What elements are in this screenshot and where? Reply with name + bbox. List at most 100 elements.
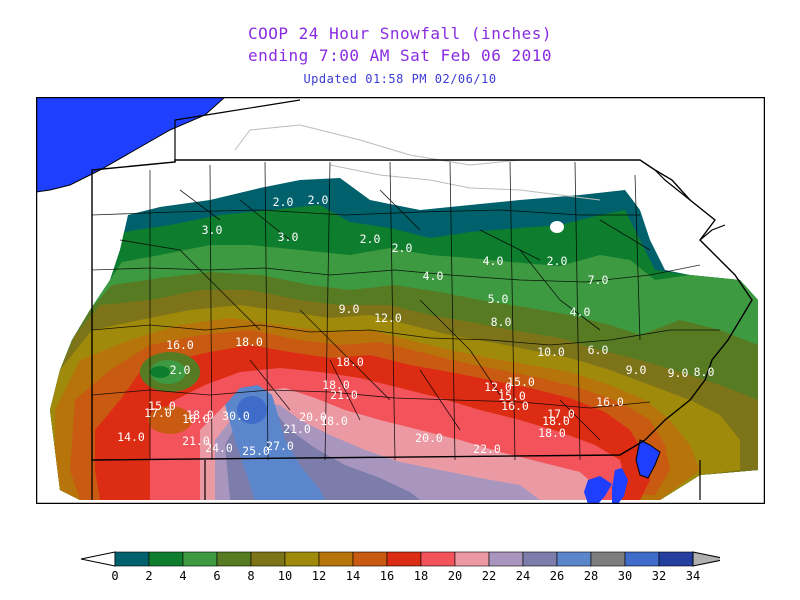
legend-swatch — [454, 551, 490, 567]
station-value-label: 6.0 — [588, 343, 609, 357]
legend-swatch — [284, 551, 320, 567]
color-legend: 0 2 4 6 8 10 12 14 16 18 20 22 24 26 28 30 32 34 — [80, 551, 720, 583]
station-value-label: 20.0 — [299, 410, 327, 424]
station-value-label: 3.0 — [202, 223, 223, 237]
station-value-label: 17.0 — [547, 407, 575, 421]
chesapeake-bay-2 — [612, 468, 628, 504]
legend-swatch — [624, 551, 660, 567]
legend-tick-label: 18 — [414, 569, 428, 583]
ny-northern-border — [174, 99, 301, 162]
station-value-label: 22.0 — [473, 442, 501, 456]
station-value-label: 2.0 — [547, 254, 568, 268]
station-value-label: 4.0 — [423, 269, 444, 283]
legend-swatch — [420, 551, 456, 567]
low-island-northeast — [583, 256, 627, 308]
band-30-plus — [237, 396, 267, 424]
legend-swatch — [148, 551, 184, 567]
station-value-label: 18.0 — [542, 414, 570, 428]
lake-ontario-shore — [234, 124, 521, 166]
station-value-label: 27.0 — [266, 439, 294, 453]
map-subtitle: ending 7:00 AM Sat Feb 06 2010 — [248, 46, 552, 65]
station-value-label: 16.0 — [182, 412, 210, 426]
station-value-label: 30.0 — [222, 409, 250, 423]
ny-nj-border — [91, 169, 726, 500]
station-value-label: 25.0 — [242, 444, 270, 458]
legend-tick-label: 0 — [111, 569, 118, 583]
legend-tick-label: 12 — [312, 569, 326, 583]
station-value-label: 7.0 — [588, 273, 609, 287]
legend-tick-label: 22 — [482, 569, 496, 583]
station-value-label: 12.0 — [374, 311, 402, 325]
legend-swatch — [590, 551, 626, 567]
station-value-label: 20.0 — [415, 431, 443, 445]
station-value-label: 12.0 — [484, 380, 512, 394]
station-value-label: 24.0 — [205, 441, 233, 455]
station-value-label: 18.0 — [320, 414, 348, 428]
legend-tick-label: 4 — [179, 569, 186, 583]
legend-tick-label: 6 — [213, 569, 220, 583]
station-value-label: 18.0 — [186, 408, 214, 422]
station-value-label: 14.0 — [117, 430, 145, 444]
legend-tick-label: 30 — [618, 569, 632, 583]
station-value-label: 4.0 — [570, 305, 591, 319]
station-value-label: 16.0 — [166, 338, 194, 352]
legend-tick-label: 14 — [346, 569, 360, 583]
legend-swatch — [114, 551, 150, 567]
pa-border — [91, 159, 753, 461]
station-value-label: 18.0 — [235, 335, 263, 349]
lake-erie — [36, 97, 226, 193]
station-value-label: 15.0 — [498, 389, 526, 403]
legend-arrow-high — [692, 551, 720, 567]
station-value-label: 2.0 — [170, 363, 191, 377]
station-value-label: 2.0 — [360, 232, 381, 246]
legend-tick-label: 8 — [247, 569, 254, 583]
legend-swatch — [216, 551, 252, 567]
legend-tick-label: 34 — [686, 569, 700, 583]
station-value-label: 16.0 — [596, 395, 624, 409]
legend-swatch — [386, 551, 422, 567]
legend-swatch — [658, 551, 694, 567]
station-value-label: 9.0 — [668, 366, 689, 380]
legend-swatch — [182, 551, 218, 567]
legend-tick-label: 28 — [584, 569, 598, 583]
station-value-label: 9.0 — [339, 302, 360, 316]
chesapeake-bay — [584, 476, 612, 504]
legend-tick-label: 20 — [448, 569, 462, 583]
station-value-label: 15.0 — [507, 375, 535, 389]
station-value-label: 3.0 — [278, 230, 299, 244]
station-value-label: 5.0 — [488, 292, 509, 306]
legend-tick-label: 32 — [652, 569, 666, 583]
station-value-label: 21.0 — [182, 434, 210, 448]
low-island-west-core — [150, 366, 170, 378]
station-value-label: 16.0 — [501, 399, 529, 413]
legend-swatch — [488, 551, 524, 567]
legend-swatch — [522, 551, 558, 567]
station-value-label: 17.0 — [144, 406, 172, 420]
high-island-west — [148, 406, 192, 434]
updated-timestamp: Updated 01:58 PM 02/06/10 — [303, 72, 497, 86]
map-title: COOP 24 Hour Snowfall (inches) — [248, 24, 552, 43]
station-labels: 2.0 2.0 3.0 3.0 2.0 2.0 4.0 4.0 2.0 7.0 5.0 4.0 9.0 1… — [117, 193, 714, 458]
legend-tick-label: 26 — [550, 569, 564, 583]
no-data-spot — [550, 221, 564, 233]
legend-swatch — [318, 551, 354, 567]
station-value-label: 9.0 — [626, 363, 647, 377]
station-value-label: 18.0 — [538, 426, 566, 440]
station-value-label: 21.0 — [283, 422, 311, 436]
legend-tick-label: 10 — [278, 569, 292, 583]
legend-arrow-low — [80, 551, 116, 567]
station-value-label: 15.0 — [148, 399, 176, 413]
snowfall-map: 2.0 2.0 3.0 3.0 2.0 2.0 4.0 4.0 2.0 7.0 5.0 4.0 9.0 1… — [36, 97, 765, 504]
legend-tick-label: 24 — [516, 569, 530, 583]
station-value-label: 2.0 — [392, 241, 413, 255]
station-value-label: 4.0 — [483, 254, 504, 268]
station-value-label: 8.0 — [491, 315, 512, 329]
county-lines — [91, 161, 720, 461]
station-value-label: 2.0 — [273, 195, 294, 209]
legend-swatch — [352, 551, 388, 567]
station-value-label: 21.0 — [330, 388, 358, 402]
station-value-label: 18.0 — [322, 378, 350, 392]
station-value-label: 8.0 — [694, 365, 715, 379]
legend-swatch — [556, 551, 592, 567]
legend-tick-label: 2 — [145, 569, 152, 583]
